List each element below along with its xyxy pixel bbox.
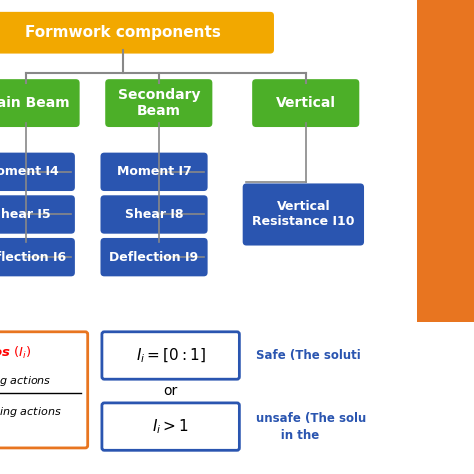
Text: Shear I5: Shear I5 — [0, 208, 51, 221]
FancyBboxPatch shape — [100, 238, 208, 276]
FancyBboxPatch shape — [102, 403, 239, 450]
FancyBboxPatch shape — [100, 153, 208, 191]
Text: unsafe (The solu
      in the: unsafe (The solu in the — [256, 411, 366, 442]
Text: $I_i > 1$: $I_i > 1$ — [152, 417, 189, 436]
Text: $\mathit{ning\ actions}$: $\mathit{ning\ actions}$ — [0, 405, 62, 419]
Text: Secondary
Beam: Secondary Beam — [118, 88, 200, 118]
Text: Shear I8: Shear I8 — [125, 208, 183, 221]
Text: Formwork components: Formwork components — [25, 25, 221, 40]
FancyBboxPatch shape — [243, 183, 364, 246]
FancyBboxPatch shape — [0, 238, 75, 276]
FancyBboxPatch shape — [102, 332, 239, 379]
FancyBboxPatch shape — [0, 332, 88, 448]
Text: Deflection I9: Deflection I9 — [109, 251, 199, 264]
Text: or: or — [164, 384, 178, 398]
Bar — [417, 0, 474, 322]
Text: $\bfit{os}$ $(I_i)$: $\bfit{os}$ $(I_i)$ — [0, 345, 32, 361]
Text: Vertical
Resistance I10: Vertical Resistance I10 — [252, 201, 355, 228]
Text: Moment I7: Moment I7 — [117, 165, 191, 178]
Text: Moment I4: Moment I4 — [0, 165, 59, 178]
Text: Vertical: Vertical — [276, 96, 336, 110]
FancyBboxPatch shape — [0, 79, 80, 127]
FancyBboxPatch shape — [252, 79, 359, 127]
FancyBboxPatch shape — [100, 195, 208, 234]
Text: Main Beam: Main Beam — [0, 96, 69, 110]
FancyBboxPatch shape — [0, 195, 75, 234]
Text: Deflection I6: Deflection I6 — [0, 251, 66, 264]
FancyBboxPatch shape — [105, 79, 212, 127]
FancyBboxPatch shape — [0, 153, 75, 191]
FancyBboxPatch shape — [0, 12, 274, 54]
Text: $I_i = [0:1]$: $I_i = [0:1]$ — [136, 346, 206, 365]
Text: Safe (The soluti: Safe (The soluti — [256, 349, 361, 362]
Text: $\mathit{ng\ actions}$: $\mathit{ng\ actions}$ — [0, 374, 52, 388]
